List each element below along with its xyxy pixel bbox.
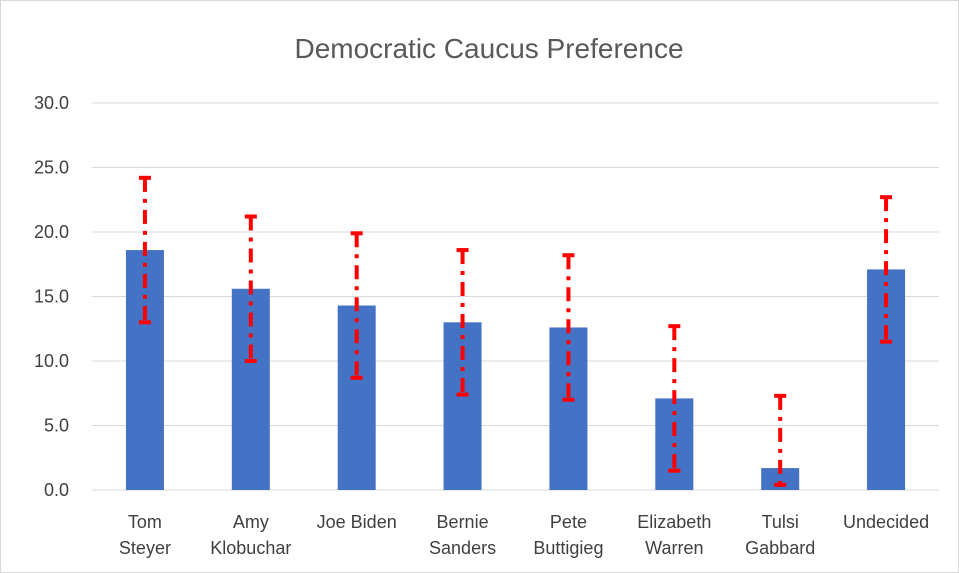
y-tick-label: 5.0: [44, 416, 69, 436]
x-category-label: Tom Steyer: [119, 512, 171, 558]
x-category-label-line: Bernie: [437, 512, 489, 532]
y-tick-label: 30.0: [34, 93, 69, 113]
error-bar: [880, 195, 893, 344]
bar: [761, 468, 800, 490]
error-bar: [668, 324, 681, 473]
x-category-label-line: Tom: [128, 512, 162, 532]
y-tick-label: 20.0: [34, 222, 69, 242]
error-bar: [244, 214, 257, 363]
x-category-label-line: Amy: [233, 512, 269, 532]
x-category-label-line: Sanders: [429, 538, 496, 558]
x-category-label-line: Tulsi: [762, 512, 799, 532]
x-category-label-line: Elizabeth: [637, 512, 711, 532]
error-bars: [138, 175, 893, 487]
y-tick-label: 10.0: [34, 351, 69, 371]
error-bar: [138, 175, 151, 325]
bars: [125, 250, 906, 490]
x-category-label-line: Steyer: [119, 538, 171, 558]
x-category-label-line: Joe Biden: [317, 512, 397, 532]
error-bar: [562, 253, 575, 402]
error-bar: [350, 231, 363, 380]
y-tick-label: 0.0: [44, 480, 69, 500]
bar: [125, 250, 164, 490]
x-category-label-line: Warren: [645, 538, 703, 558]
gridlines: [92, 102, 939, 491]
x-category-label: Bernie Sanders: [429, 512, 496, 558]
error-bar: [774, 393, 787, 487]
x-category-label: Joe Biden: [317, 512, 397, 532]
y-tick-label: 25.0: [34, 158, 69, 178]
x-category-label-line: Gabbard: [745, 538, 815, 558]
x-category-label: Undecided: [843, 512, 929, 532]
x-category-label: Pete Buttigieg: [533, 512, 603, 558]
x-category-label-line: Buttigieg: [533, 538, 603, 558]
error-bar: [456, 248, 469, 397]
x-category-label: Tulsi Gabbard: [745, 512, 815, 558]
x-category-label: Elizabeth Warren: [637, 512, 711, 558]
x-category-label-line: Klobuchar: [210, 538, 291, 558]
x-category-label-line: Undecided: [843, 512, 929, 532]
y-axis-ticks: 0.0 5.0 10.0 15.0 20.0 25.0 30.0: [34, 93, 69, 500]
x-axis-categories: Tom Steyer Amy Klobuchar Joe Biden Bernie Sand…: [119, 512, 929, 558]
chart-title: Democratic Caucus Preference: [294, 33, 683, 64]
y-tick-label: 15.0: [34, 287, 69, 307]
x-category-label-line: Pete: [550, 512, 587, 532]
x-category-label: Amy Klobuchar: [210, 512, 291, 558]
